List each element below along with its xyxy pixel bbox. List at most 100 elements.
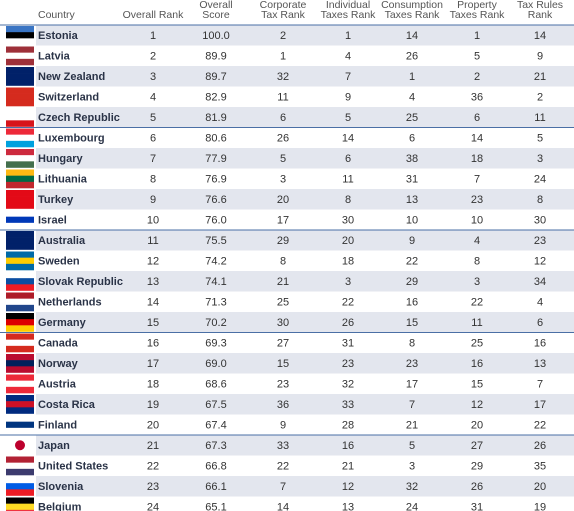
rank-cell: 7: [150, 153, 156, 165]
flag: [6, 263, 34, 271]
rank-cell: 26: [277, 133, 289, 145]
rank-cell: 66.1: [205, 481, 226, 493]
flag: [6, 216, 34, 224]
rank-cell: 4: [150, 92, 156, 104]
rank-cell: 2: [474, 71, 480, 83]
rank-cell: 7: [409, 399, 415, 411]
country-name: Lithuania: [38, 174, 88, 186]
rank-cell: 75.5: [205, 235, 226, 247]
flag: [6, 427, 34, 435]
rank-cell: 18: [342, 256, 354, 268]
rank-cell: 13: [406, 194, 418, 206]
rank-cell: 3: [280, 174, 286, 186]
rank-cell: 20: [147, 420, 159, 432]
rank-cell: 14: [342, 133, 354, 145]
column-header: Consumption: [381, 0, 443, 11]
country-name: United States: [38, 461, 108, 473]
flag: [6, 210, 34, 217]
rank-cell: 17: [147, 358, 159, 370]
rank-cell: 69.0: [205, 358, 226, 370]
rank-cell: 13: [147, 276, 159, 288]
rank-cell: 33: [277, 440, 289, 452]
rank-cell: 25: [471, 338, 483, 350]
rank-cell: 9: [345, 92, 351, 104]
rank-cell: 22: [277, 461, 289, 473]
rank-cell: 16: [342, 440, 354, 452]
row-background: [36, 107, 574, 128]
rank-cell: 18: [147, 379, 159, 391]
rank-cell: 21: [277, 276, 289, 288]
rank-cell: 13: [342, 502, 354, 511]
rank-cell: 8: [280, 256, 286, 268]
column-header: Tax Rank: [261, 9, 306, 21]
rank-cell: 22: [471, 297, 483, 309]
flag: [6, 99, 34, 107]
rank-cell: 35: [534, 461, 546, 473]
flag: [6, 483, 34, 490]
rank-cell: 3: [474, 276, 480, 288]
row-background: [36, 168, 574, 189]
rank-cell: 8: [474, 256, 480, 268]
row-background: [36, 312, 574, 333]
country-name: Australia: [38, 235, 86, 247]
rank-cell: 66.8: [205, 461, 226, 473]
flag: [6, 175, 34, 183]
flag: [6, 325, 34, 332]
country-name: Norway: [38, 358, 79, 370]
rank-cell: 3: [409, 461, 415, 473]
rank-cell: 4: [409, 92, 415, 104]
rank-cell: 16: [147, 338, 159, 350]
flag: [6, 497, 34, 504]
rank-cell: 20: [342, 235, 354, 247]
rank-cell: 3: [537, 153, 543, 165]
flag: [6, 345, 34, 353]
flag: [6, 360, 34, 367]
rank-cell: 36: [471, 92, 483, 104]
flag: [6, 190, 34, 197]
flag: [6, 251, 34, 258]
rank-cell: 20: [277, 194, 289, 206]
country-name: Austria: [38, 379, 77, 391]
rank-cell: 13: [534, 358, 546, 370]
rank-cell: 65.1: [205, 502, 226, 511]
rank-cell: 17: [277, 215, 289, 227]
rank-cell: 22: [534, 420, 546, 432]
rank-cell: 24: [406, 502, 418, 511]
flag: [6, 46, 34, 53]
rank-cell: 6: [150, 133, 156, 145]
rank-cell: 33: [342, 399, 354, 411]
rank-cell: 6: [280, 112, 286, 124]
flag: [6, 134, 34, 142]
flag: [6, 149, 34, 156]
flag: [6, 380, 34, 388]
flag: [6, 108, 34, 115]
rank-cell: 19: [147, 399, 159, 411]
rank-cell: 23: [277, 379, 289, 391]
country-name: Luxembourg: [38, 133, 105, 145]
rank-cell: 10: [471, 215, 483, 227]
rank-cell: 12: [342, 481, 354, 493]
rank-cell: 82.9: [205, 92, 226, 104]
row-background: [36, 25, 574, 46]
flag: [6, 354, 34, 361]
rank-cell: 4: [345, 51, 351, 63]
rank-cell: 25: [277, 297, 289, 309]
row-background: [36, 435, 574, 456]
rank-cell: 30: [277, 317, 289, 329]
flag: [6, 26, 34, 33]
rank-cell: 89.9: [205, 51, 226, 63]
rank-cell: 26: [534, 440, 546, 452]
rank-cell: 12: [147, 256, 159, 268]
rank-cell: 67.4: [205, 420, 226, 432]
rank-cell: 9: [409, 235, 415, 247]
flag: [6, 120, 34, 127]
rank-cell: 28: [342, 420, 354, 432]
rank-cell: 14: [471, 133, 483, 145]
rank-cell: 5: [537, 133, 543, 145]
rank-cell: 23: [471, 194, 483, 206]
rank-cell: 16: [406, 297, 418, 309]
country-name: Switzerland: [38, 92, 99, 104]
rank-cell: 31: [406, 174, 418, 186]
rank-cell: 76.9: [205, 174, 226, 186]
row-background: [36, 189, 574, 210]
